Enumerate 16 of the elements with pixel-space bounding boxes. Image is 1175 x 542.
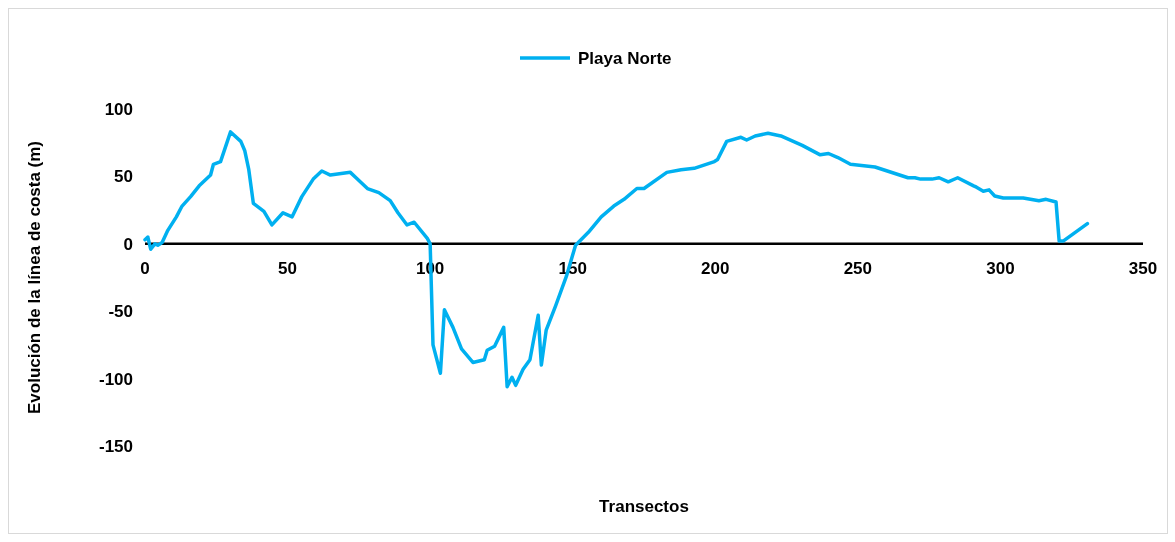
x-tick-label: 300 xyxy=(986,258,1015,278)
x-tick-label: 250 xyxy=(843,258,873,278)
legend-label: Playa Norte xyxy=(578,48,672,68)
y-tick-label: 0 xyxy=(123,234,133,254)
x-tick-label: 50 xyxy=(278,258,298,278)
line-series xyxy=(143,130,1090,389)
y-tick-label: 50 xyxy=(114,167,133,187)
y-tick-label: -100 xyxy=(98,369,133,389)
y-axis-title: Evolución de la línea de costa (m) xyxy=(25,140,44,415)
y-tick-label: -50 xyxy=(108,302,133,322)
y-tick-label: 100 xyxy=(104,99,133,119)
y-tick-label: -150 xyxy=(98,436,133,456)
x-tick-label: 350 xyxy=(1128,258,1158,278)
x-axis-title: Transectos xyxy=(599,497,689,516)
x-tick-label: 0 xyxy=(140,258,150,278)
x-tick-label: 200 xyxy=(701,258,730,278)
